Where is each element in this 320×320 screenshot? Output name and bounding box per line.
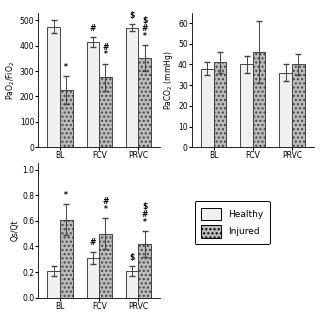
Text: $: $ [130,11,135,20]
Text: #
*: # * [102,43,109,60]
Text: *: * [64,63,68,72]
Bar [253,52,265,147]
Bar [139,244,151,298]
Bar [99,77,112,147]
Bar [292,65,305,147]
Bar [139,58,151,147]
Bar [201,68,213,147]
Bar [240,65,253,147]
Bar [99,234,112,298]
Bar [60,220,73,298]
Text: $
#
*: $ # * [141,16,148,41]
Bar [126,28,139,147]
Text: #: # [90,238,96,247]
Bar [87,258,99,298]
Bar [60,90,73,147]
Bar [87,42,99,147]
Bar [126,271,139,298]
Text: $
#
*: $ # * [141,202,148,227]
Text: *: * [64,191,68,200]
Text: #
*: # * [102,197,109,214]
Legend: Healthy, Injured: Healthy, Injured [195,201,269,244]
Y-axis label: Qs/Qt: Qs/Qt [10,220,19,241]
Y-axis label: PaO$_2$/FiO$_2$: PaO$_2$/FiO$_2$ [4,60,17,100]
Text: #: # [90,24,96,33]
Bar [47,271,60,298]
Text: $: $ [130,252,135,261]
Bar [279,73,292,147]
Bar [47,27,60,147]
Y-axis label: PaCO$_2$ (mmHg): PaCO$_2$ (mmHg) [162,50,175,110]
Bar [213,62,226,147]
